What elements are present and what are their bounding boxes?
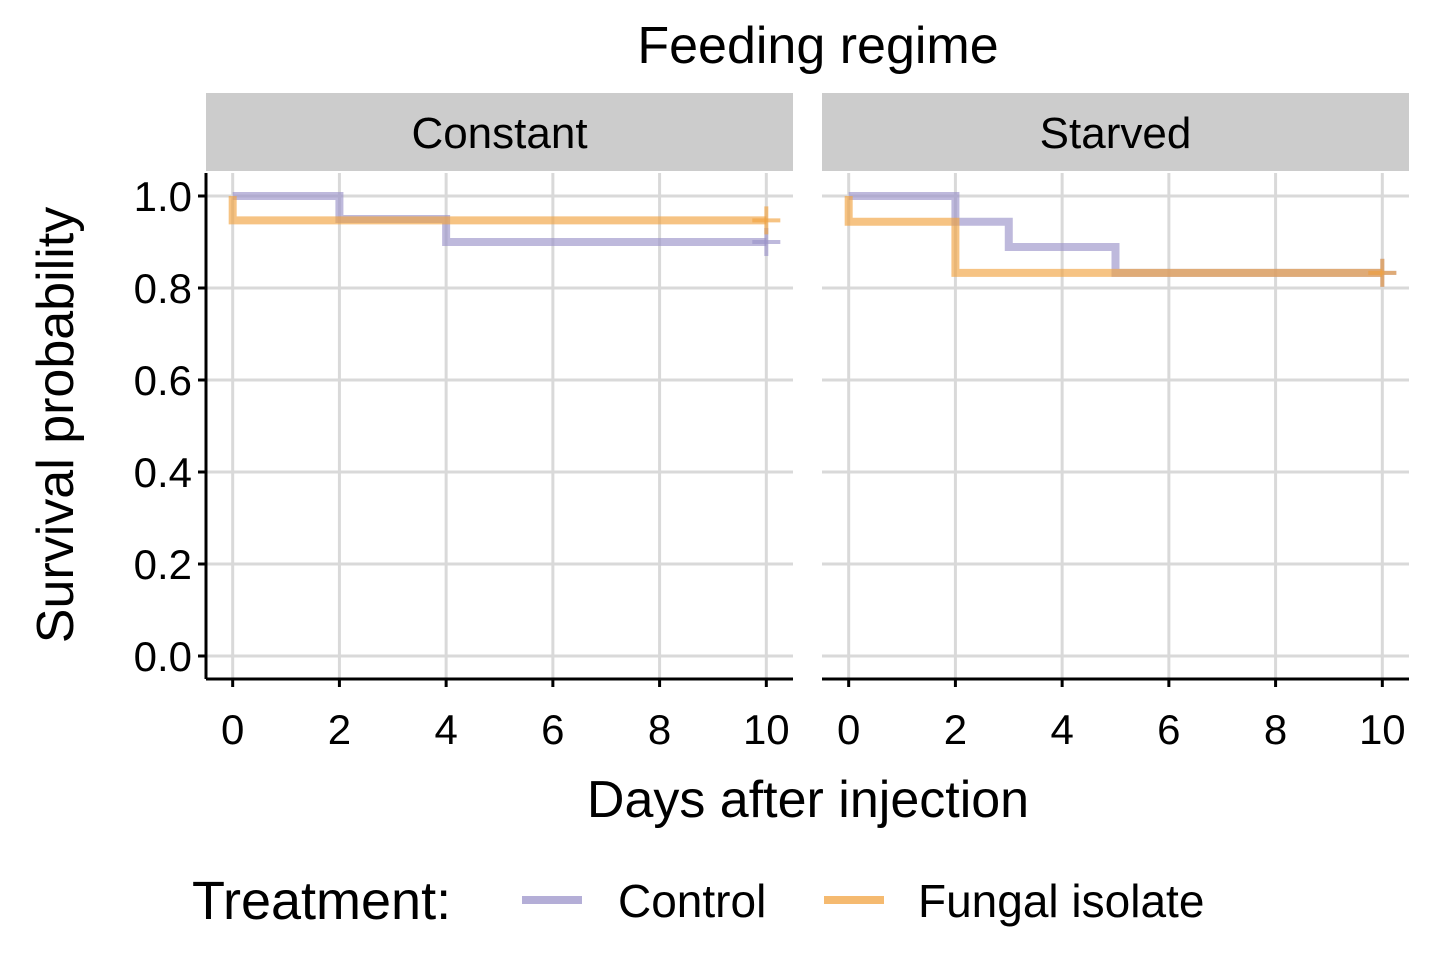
x-tick-label: 2 (944, 706, 967, 753)
chart-title: Feeding regime (637, 17, 998, 75)
x-tick-label: 8 (1264, 706, 1287, 753)
y-tick-label: 0.2 (134, 541, 192, 588)
x-tick-label: 0 (837, 706, 860, 753)
legend-label-control: Control (618, 875, 766, 927)
x-tick-label: 4 (1050, 706, 1073, 753)
x-tick-label: 4 (434, 706, 457, 753)
legend-title: Treatment: (192, 871, 451, 931)
x-axis-title: Days after injection (587, 771, 1029, 829)
x-tick-label: 0 (221, 706, 244, 753)
strip-label-starved: Starved (1040, 109, 1192, 158)
x-tick-label: 10 (743, 706, 790, 753)
x-tick-label: 6 (541, 706, 564, 753)
strip-label-constant: Constant (411, 109, 587, 158)
survival-curve-control (849, 196, 1383, 273)
y-tick-label: 0.8 (134, 265, 192, 312)
x-tick-label: 8 (648, 706, 671, 753)
panel-constant: Constant 0.0 0.2 0.4 0.6 0.8 1.0 0 2 4 6 8 10 (134, 93, 793, 753)
legend: Treatment: Control Fungal isolate (192, 871, 1204, 931)
y-tick-label: 1.0 (134, 173, 192, 220)
legend-label-fungal-isolate: Fungal isolate (918, 875, 1204, 927)
y-tick-label: 0.0 (134, 633, 192, 680)
y-tick-label: 0.6 (134, 357, 192, 404)
x-tick-label: 10 (1359, 706, 1406, 753)
panel-starved: Starved 0 2 4 6 8 10 (822, 93, 1409, 753)
x-tick-label: 6 (1157, 706, 1180, 753)
y-axis-title: Survival probability (27, 207, 85, 643)
x-tick-label: 2 (328, 706, 351, 753)
y-tick-label: 0.4 (134, 449, 192, 496)
